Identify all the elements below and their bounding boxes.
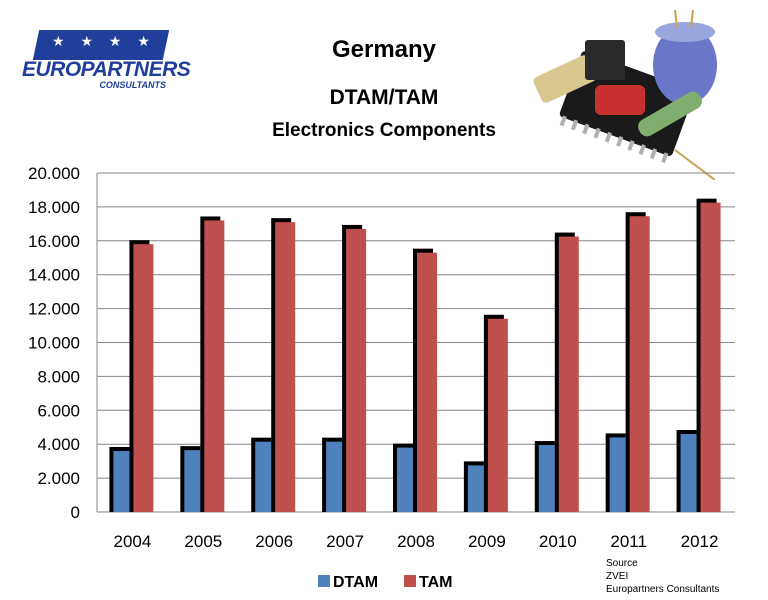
- bar-dtam-2005: [184, 450, 205, 512]
- source-author: Europartners Consultants: [606, 584, 720, 595]
- y-tick-label: 18.000: [28, 198, 80, 217]
- y-tick-label: 0: [71, 503, 80, 522]
- y-tick-label: 8.000: [37, 367, 80, 386]
- y-tick-label: 2.000: [37, 469, 80, 488]
- x-tick-label: 2009: [468, 532, 506, 551]
- x-tick-label: 2006: [255, 532, 293, 551]
- bar-dtam-2008: [397, 447, 417, 512]
- x-tick-label: 2010: [539, 532, 577, 551]
- bar-tam-2007: [346, 228, 367, 512]
- bar-dtam-2011: [609, 437, 630, 512]
- y-tick-label: 16.000: [28, 232, 80, 251]
- y-tick-label: 6.000: [37, 401, 80, 420]
- y-tick-label: 12.000: [28, 300, 80, 319]
- legend-label-dtam: DTAM: [333, 574, 378, 591]
- y-tick-label: 20.000: [28, 164, 80, 183]
- x-tick-label: 2007: [326, 532, 364, 551]
- bar-dtam-2007: [326, 441, 347, 512]
- bar-tam-2004: [133, 244, 154, 512]
- x-tick-label: 2012: [681, 532, 719, 551]
- x-tick-label: 2005: [184, 532, 222, 551]
- electronics-components-photo: [533, 10, 717, 180]
- bar-tam-2010: [558, 236, 579, 512]
- bar-dtam-2010: [538, 445, 559, 512]
- bar-tam-2006: [275, 222, 296, 512]
- bar-tam-2009: [487, 318, 508, 512]
- legend-label-tam: TAM: [419, 574, 452, 591]
- logo-name: EUROPARTNERS: [22, 58, 191, 81]
- page-subtitle: DTAM/TAM: [329, 86, 439, 109]
- logo-subtitle: CONSULTANTS: [99, 80, 166, 90]
- logo-stars: ★ ★ ★ ★: [52, 33, 156, 49]
- bar-dtam-2009: [467, 465, 488, 512]
- page-subtitle-2: Electronics Components: [272, 120, 496, 141]
- bar-tam-2005: [204, 220, 225, 512]
- bar-dtam-2006: [255, 441, 276, 512]
- source-label: Source: [606, 558, 638, 569]
- y-tick-label: 14.000: [28, 266, 80, 285]
- page-title: Germany: [331, 36, 437, 63]
- x-tick-label: 2008: [397, 532, 435, 551]
- legend-swatch-tam: [404, 575, 416, 587]
- y-tick-label: 10.000: [28, 334, 80, 353]
- source-note: Source ZVEI Europartners Consultants: [606, 557, 719, 596]
- logo: ★ ★ ★ ★ EUROPARTNERS CONSULTANTS: [22, 30, 191, 90]
- legend-swatch-dtam: [318, 575, 330, 587]
- bar-dtam-2012: [680, 434, 701, 512]
- bar-tam-2011: [629, 216, 650, 512]
- bar-tam-2012: [700, 202, 721, 512]
- x-tick-label: 2004: [114, 532, 152, 551]
- bar-dtam-2004: [113, 450, 134, 512]
- y-tick-label: 4.000: [37, 435, 80, 454]
- source-org: ZVEI: [606, 571, 629, 582]
- bar-tam-2008: [417, 252, 437, 513]
- x-tick-label: 2011: [610, 532, 647, 551]
